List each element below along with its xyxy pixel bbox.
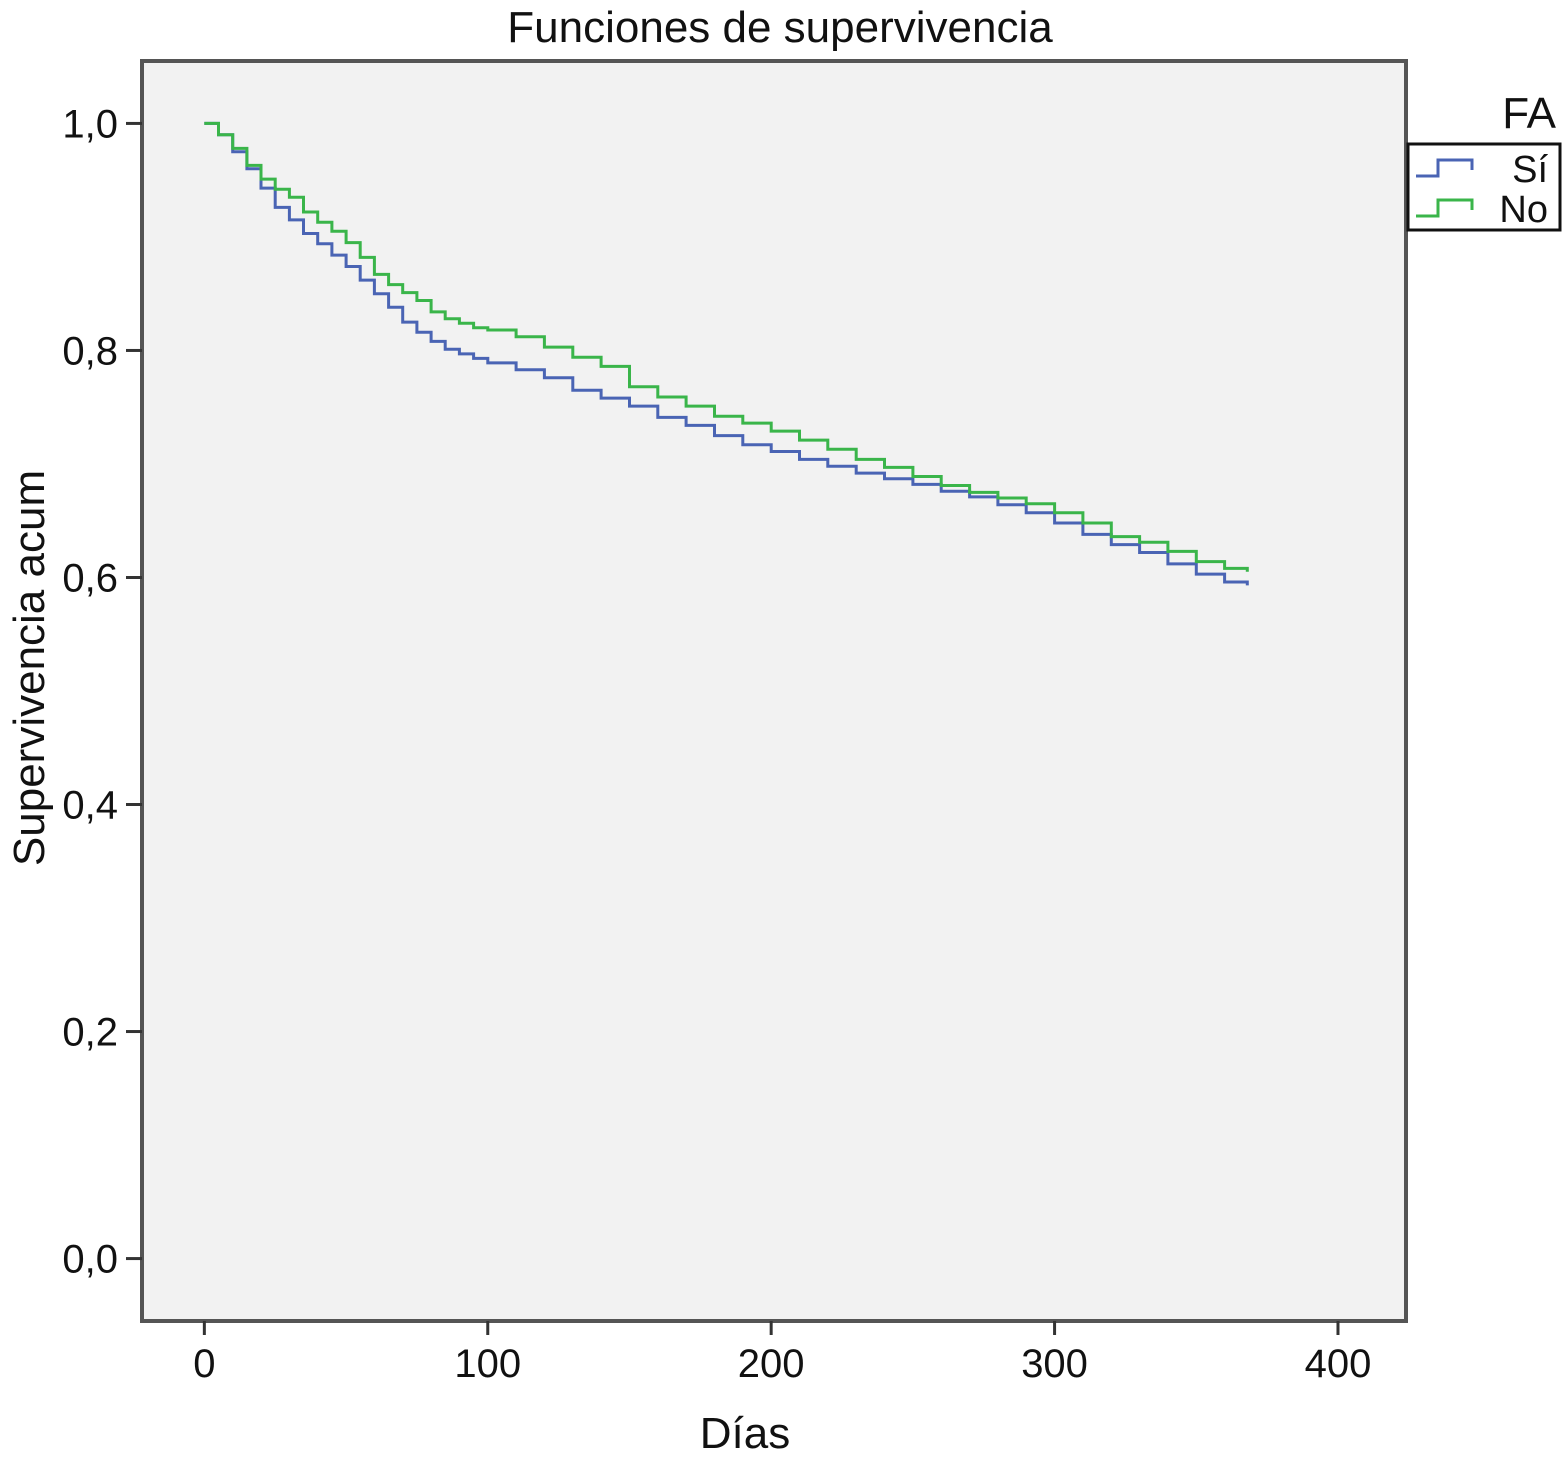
plot-area: [140, 59, 1408, 1323]
legend-swatch-si: [1416, 158, 1474, 178]
y-tick-label: 0,6: [62, 556, 118, 600]
y-tick-label: 0,2: [62, 1011, 118, 1055]
x-tick-label: 100: [454, 1342, 521, 1386]
series-line-no: [204, 121, 1249, 572]
x-tick-label: 0: [193, 1342, 215, 1386]
y-tick-label: 0,8: [62, 329, 118, 373]
legend-label-si: Sí: [1512, 149, 1548, 191]
legend-swatch-no: [1416, 198, 1474, 218]
x-tick-label: 400: [1305, 1342, 1372, 1386]
x-tick-label: 200: [738, 1342, 805, 1386]
legend-title: FA: [1502, 89, 1556, 138]
x-axis-label: Días: [700, 1409, 790, 1458]
y-axis-label: Supervivencia acum: [5, 470, 54, 866]
y-tick-label: 1,0: [62, 102, 118, 146]
chart-title: Funciones de supervivencia: [507, 3, 1053, 52]
x-tick-label: 300: [1021, 1342, 1088, 1386]
y-tick-label: 0,4: [62, 784, 118, 828]
legend-label-no: No: [1499, 189, 1548, 231]
series-line-si: [204, 121, 1249, 586]
y-tick-label: 0,0: [62, 1238, 118, 1282]
series-layer: [204, 121, 1249, 586]
y-axis: 0,0 0,2 0,4 0,6 0,8 1,0: [62, 102, 142, 1282]
x-axis: 0 100 200 300 400: [193, 1321, 1371, 1386]
